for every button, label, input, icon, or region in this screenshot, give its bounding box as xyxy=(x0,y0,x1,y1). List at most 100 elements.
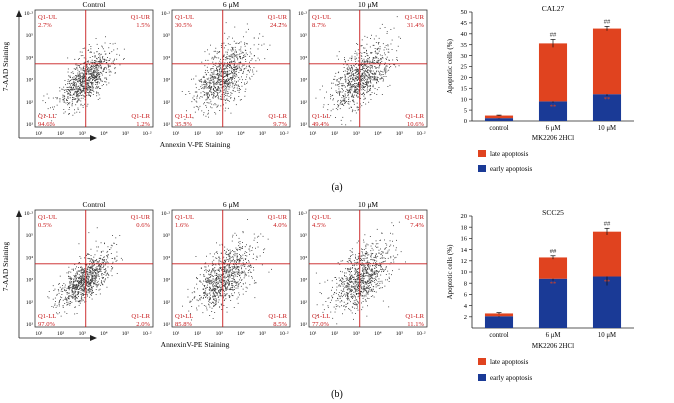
event-dot xyxy=(104,272,106,274)
event-dot xyxy=(224,76,225,77)
event-dot xyxy=(107,277,109,279)
event-dot xyxy=(82,97,84,99)
event-dot xyxy=(231,68,233,69)
event-dot xyxy=(240,247,242,249)
quadrant-value-ur: 24.2% xyxy=(270,22,288,29)
event-dot xyxy=(219,82,221,84)
event-dot xyxy=(351,96,352,98)
event-dot xyxy=(354,278,356,280)
event-dot xyxy=(98,57,99,58)
event-dot xyxy=(224,68,225,70)
event-dot xyxy=(91,276,93,278)
event-dot xyxy=(194,91,196,93)
flow-plot: ControlQ1-UL2.7%Q1-UR1.5%Q1-LL94.6%Q1-LR… xyxy=(24,0,154,137)
event-dot xyxy=(348,260,350,261)
event-dot xyxy=(223,92,225,93)
event-dot xyxy=(215,304,216,305)
x-tick-label: 10⁵ xyxy=(259,131,267,137)
quadrant-label-ur: Q1-UR xyxy=(131,14,151,21)
event-dot xyxy=(78,76,80,78)
event-dot xyxy=(223,98,225,100)
event-dot xyxy=(96,61,98,63)
event-dot xyxy=(86,274,88,276)
event-dot xyxy=(217,75,219,76)
event-dot xyxy=(92,290,93,292)
event-dot xyxy=(383,271,385,272)
event-dot xyxy=(193,106,195,108)
event-dot xyxy=(114,67,116,68)
event-dot xyxy=(232,56,234,58)
event-dot xyxy=(100,67,102,68)
event-dot xyxy=(88,276,90,278)
event-dot xyxy=(355,281,357,283)
event-dot xyxy=(362,74,363,76)
event-dot xyxy=(68,75,70,77)
event-dot xyxy=(341,104,343,105)
event-dot xyxy=(390,256,392,258)
event-dot xyxy=(70,77,71,78)
event-dot xyxy=(233,66,234,68)
event-dot xyxy=(211,289,213,291)
event-dot xyxy=(233,71,235,73)
event-dot xyxy=(69,102,71,104)
event-dot xyxy=(234,251,236,253)
event-dot xyxy=(348,286,350,288)
event-dot xyxy=(361,79,362,80)
event-dot xyxy=(366,91,368,93)
event-dot xyxy=(342,100,344,102)
event-dot xyxy=(67,96,69,98)
event-dot xyxy=(242,242,243,243)
event-dot xyxy=(207,284,208,286)
event-dot xyxy=(382,57,384,59)
event-dot xyxy=(363,281,365,283)
event-dot xyxy=(195,83,197,85)
event-dot xyxy=(353,79,355,80)
event-dot xyxy=(73,293,74,295)
x-tick-label: 10³ xyxy=(353,131,361,137)
event-dot xyxy=(350,120,352,122)
event-dot xyxy=(249,61,250,63)
event-dot xyxy=(94,281,96,282)
event-dot xyxy=(361,282,363,284)
event-dot xyxy=(103,257,105,258)
event-dot xyxy=(213,302,215,304)
event-dot xyxy=(236,51,237,53)
flow-ylabel: 7-AAD Staining xyxy=(1,42,10,92)
event-dot xyxy=(234,26,236,28)
event-dot xyxy=(377,77,379,78)
event-dot xyxy=(348,99,350,100)
event-dot xyxy=(197,288,198,290)
event-dot xyxy=(206,83,207,84)
event-dots xyxy=(182,219,272,321)
event-dot xyxy=(80,91,82,93)
event-dot xyxy=(45,102,46,104)
event-dot xyxy=(360,76,362,78)
event-dot xyxy=(99,271,100,273)
event-dot xyxy=(344,96,346,98)
event-dot xyxy=(234,281,236,283)
event-dot xyxy=(80,289,82,291)
event-dot xyxy=(238,284,240,286)
event-dot xyxy=(86,88,88,90)
event-dot xyxy=(95,80,96,81)
event-dot xyxy=(350,75,352,77)
event-dot xyxy=(98,92,99,94)
event-dot xyxy=(88,273,90,275)
event-dot xyxy=(382,255,383,257)
event-dot xyxy=(88,94,90,96)
event-dot xyxy=(219,289,221,290)
event-dot xyxy=(83,277,85,278)
event-dot xyxy=(77,72,79,74)
event-dot xyxy=(362,93,364,94)
event-dot xyxy=(235,55,237,57)
event-dot xyxy=(203,82,205,83)
event-dot xyxy=(81,274,83,276)
event-dot xyxy=(48,97,50,99)
event-dot xyxy=(238,49,240,51)
event-dot xyxy=(228,81,230,83)
event-dot xyxy=(73,269,74,271)
y-tick-label: 10·² xyxy=(161,211,170,217)
event-dot xyxy=(72,89,74,91)
event-dot xyxy=(216,82,218,84)
event-dot xyxy=(217,283,219,285)
